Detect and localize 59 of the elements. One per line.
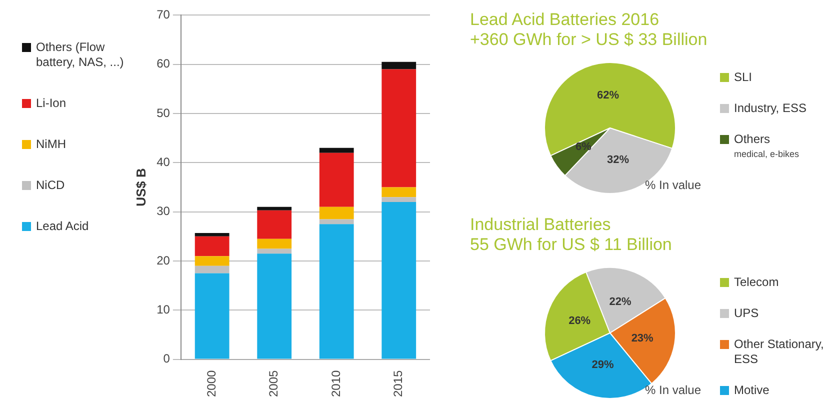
chart-subtitle: 55 GWh for US $ 11 Billion [470,235,672,255]
legend-label: NiMH [36,137,66,152]
y-tick-label: 10 [156,302,170,316]
x-tick-label: 2010 [328,370,343,398]
text: % In value [645,178,702,192]
legend-label: Lead Acid [36,219,89,234]
chart-title: Lead Acid Batteries 2016 [470,10,660,30]
data-label: 6% [575,141,592,154]
y-axis-title: US$ B [133,168,148,206]
bar [319,224,354,359]
bar [382,202,416,359]
legend-label: Li-Ion [36,96,66,111]
chart-title: Industrial Batteries [470,215,611,235]
y-tick-label: 60 [156,56,170,71]
x-tick-label: 2000 [204,370,218,398]
bar [257,206,292,210]
legend-label: Others [734,132,770,147]
data-label: 23% [631,332,654,344]
bar [382,69,416,188]
bar [319,148,354,153]
bar [257,254,292,359]
bar [319,206,354,220]
legend-label: Industry, ESS [734,101,806,116]
legend-label: UPS [734,306,759,321]
bar [194,273,230,359]
bar [194,236,230,256]
bar [194,266,230,274]
legend-label: SLI [734,70,752,85]
bar [319,152,354,207]
y-tick-label: 70 [156,8,170,22]
legend-label: Other Stationary, ESS [734,337,825,367]
bar [257,238,292,249]
data-label: 32% [607,154,630,166]
data-label: 62% [597,89,620,102]
text: % In value [645,383,702,397]
y-tick-label: 0 [163,352,170,366]
bar [194,232,230,236]
legend-label: NiCD [36,178,65,193]
legend-label: Telecom [734,275,779,290]
y-tick-label: 30 [156,204,170,218]
legend-label: Others (Flow battery, NAS, ...) [36,40,125,70]
data-label: 26% [568,314,591,327]
bar [382,187,416,198]
bar [382,62,416,70]
x-tick-label: 2015 [391,370,406,398]
y-tick-label: 50 [156,106,170,120]
bar [382,197,416,202]
bar [194,256,230,266]
text: medical, e-bikes [734,149,800,159]
legend-label: Motive [734,383,770,398]
y-tick-label: 20 [156,253,170,268]
y-tick-label: 40 [156,154,170,169]
chart-subtitle: +360 GWh for > US $ 33 Billion [470,30,708,50]
data-label: 29% [592,358,614,371]
bar [319,219,354,224]
x-tick-label: 2005 [266,370,281,398]
data-label: 22% [609,296,632,308]
bar [257,248,292,254]
bar [257,210,292,239]
